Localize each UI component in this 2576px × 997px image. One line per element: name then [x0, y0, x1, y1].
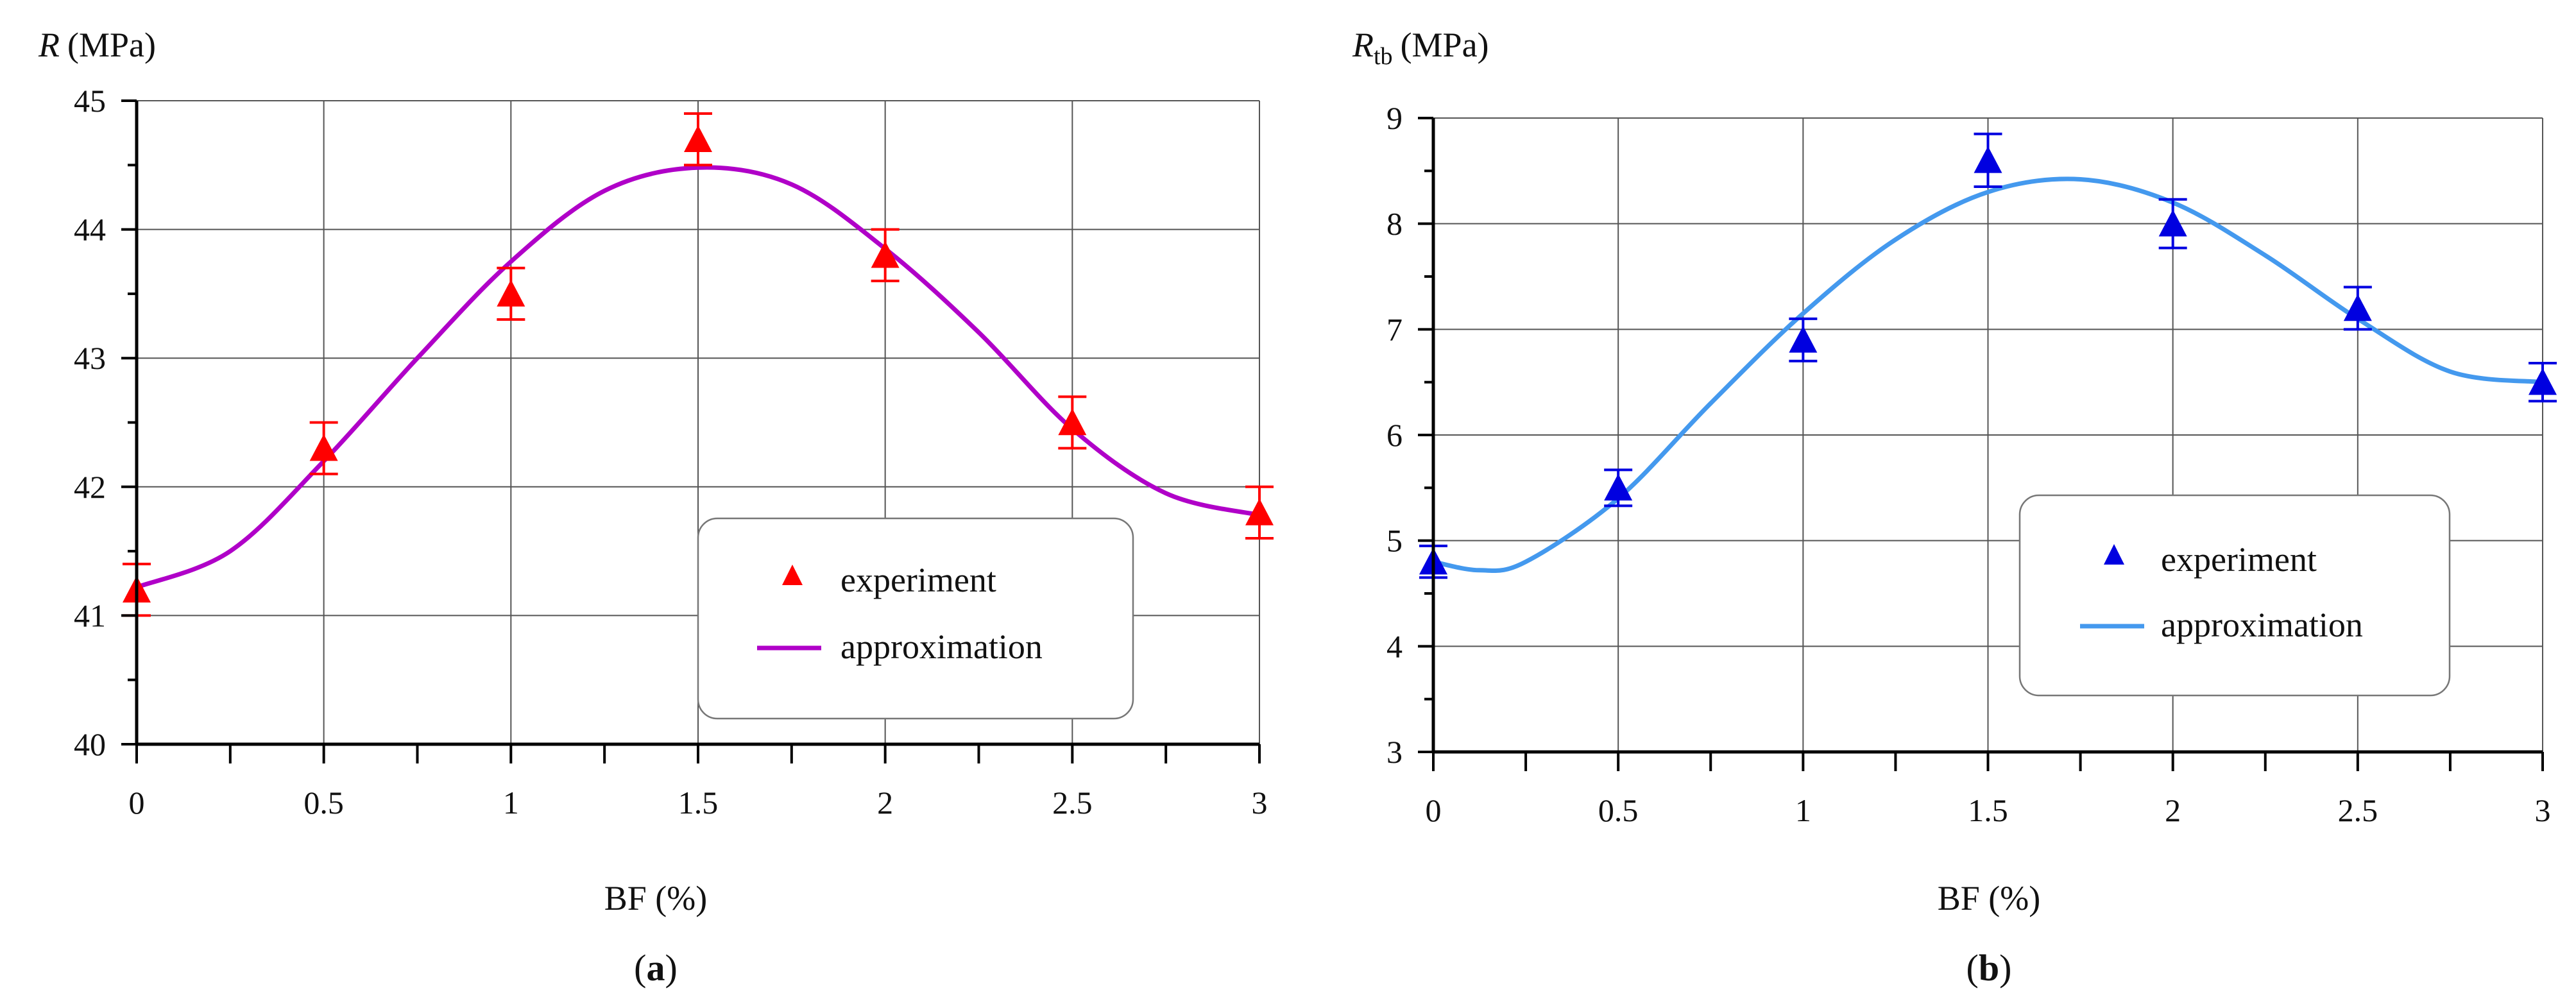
x-tick-label: 2.5	[1052, 785, 1093, 821]
x-axis-title: BF (%)	[1938, 879, 2041, 917]
x-tick-label: 0.5	[1598, 792, 1639, 828]
y-tick-label: 44	[74, 212, 106, 248]
legend-experiment-label: experiment	[840, 561, 996, 599]
x-tick-label: 3	[2535, 792, 2551, 828]
experiment-point	[2529, 368, 2557, 395]
experiment-point	[497, 279, 525, 307]
tick-labels: 0 0.5 1 1.5 2 2.5 3 40 41 42 43 44 45	[74, 83, 1268, 821]
tick-labels: 0 0.5 1 1.5 2 2.5 3 3 4 5 6 7 8 9	[1386, 100, 2551, 828]
panel-label: (b)	[1966, 947, 2012, 989]
experiment-point	[309, 434, 338, 461]
experiment-point	[1245, 498, 1274, 525]
y-tick-label: 6	[1386, 417, 1403, 453]
experiment-point	[2158, 209, 2187, 237]
y-tick-label: 40	[74, 726, 106, 762]
y-tick-label: 7	[1386, 311, 1403, 347]
y-tick-label: 8	[1386, 206, 1403, 242]
panel-label-letter: a	[647, 947, 665, 989]
x-tick-label: 1	[503, 785, 519, 821]
x-tick-label: 0	[1426, 792, 1442, 828]
x-tick-label: 2.5	[2338, 792, 2378, 828]
legend-experiment-marker	[782, 565, 803, 585]
experiment-point	[1058, 408, 1087, 436]
experiment-point	[684, 125, 712, 152]
experiment-point	[2343, 294, 2372, 321]
svg-text:(b): (b)	[1966, 947, 2012, 989]
y-tick-label: 45	[74, 83, 106, 119]
legend-experiment-label: experiment	[2161, 540, 2317, 579]
x-tick-label: 2	[877, 785, 893, 821]
x-tick-label: 2	[2165, 792, 2181, 828]
svg-text:(a): (a)	[634, 947, 678, 989]
y-tick-label: 42	[74, 469, 106, 505]
legend: experiment approximation	[2018, 494, 2451, 697]
legend-approximation-label: approximation	[840, 627, 1043, 666]
x-tick-label: 0.5	[303, 785, 344, 821]
x-axis-title: BF (%)	[604, 879, 708, 917]
axes	[1418, 117, 2544, 771]
panel-label-letter: b	[1979, 947, 1999, 989]
x-tick-label: 1.5	[1968, 792, 2008, 828]
legend: experiment approximation	[697, 517, 1134, 720]
panel-label: (a)	[634, 947, 678, 989]
legend-approximation-label: approximation	[2161, 606, 2363, 644]
legend-box	[697, 517, 1134, 720]
x-tick-label: 1.5	[678, 785, 719, 821]
y-axis-title: R (MPa)	[38, 26, 156, 64]
legend-box	[2018, 494, 2451, 697]
y-tick-label: 5	[1386, 523, 1403, 559]
legend-experiment-marker	[2104, 544, 2124, 565]
y-tick-label: 43	[74, 340, 106, 376]
experiment-point	[1604, 473, 1633, 501]
x-tick-label: 0	[129, 785, 145, 821]
y-tick-label: 4	[1386, 628, 1403, 664]
experiment-point	[871, 241, 900, 268]
y-tick-label: 9	[1386, 100, 1403, 136]
experiment-point	[1789, 325, 1818, 353]
y-tick-label: 41	[74, 597, 106, 633]
axes	[121, 99, 1261, 763]
chart-panel-b: 0 0.5 1 1.5 2 2.5 3 3 4 5 6 7 8 9 Rtb (MPa) BF (%) (b)…	[1352, 26, 2557, 989]
x-tick-label: 3	[1252, 785, 1268, 821]
y-tick-label: 3	[1386, 734, 1403, 770]
y-axis-title: Rtb (MPa)	[1352, 26, 1489, 70]
x-tick-label: 1	[1795, 792, 1811, 828]
experiment-point	[1974, 146, 2002, 173]
